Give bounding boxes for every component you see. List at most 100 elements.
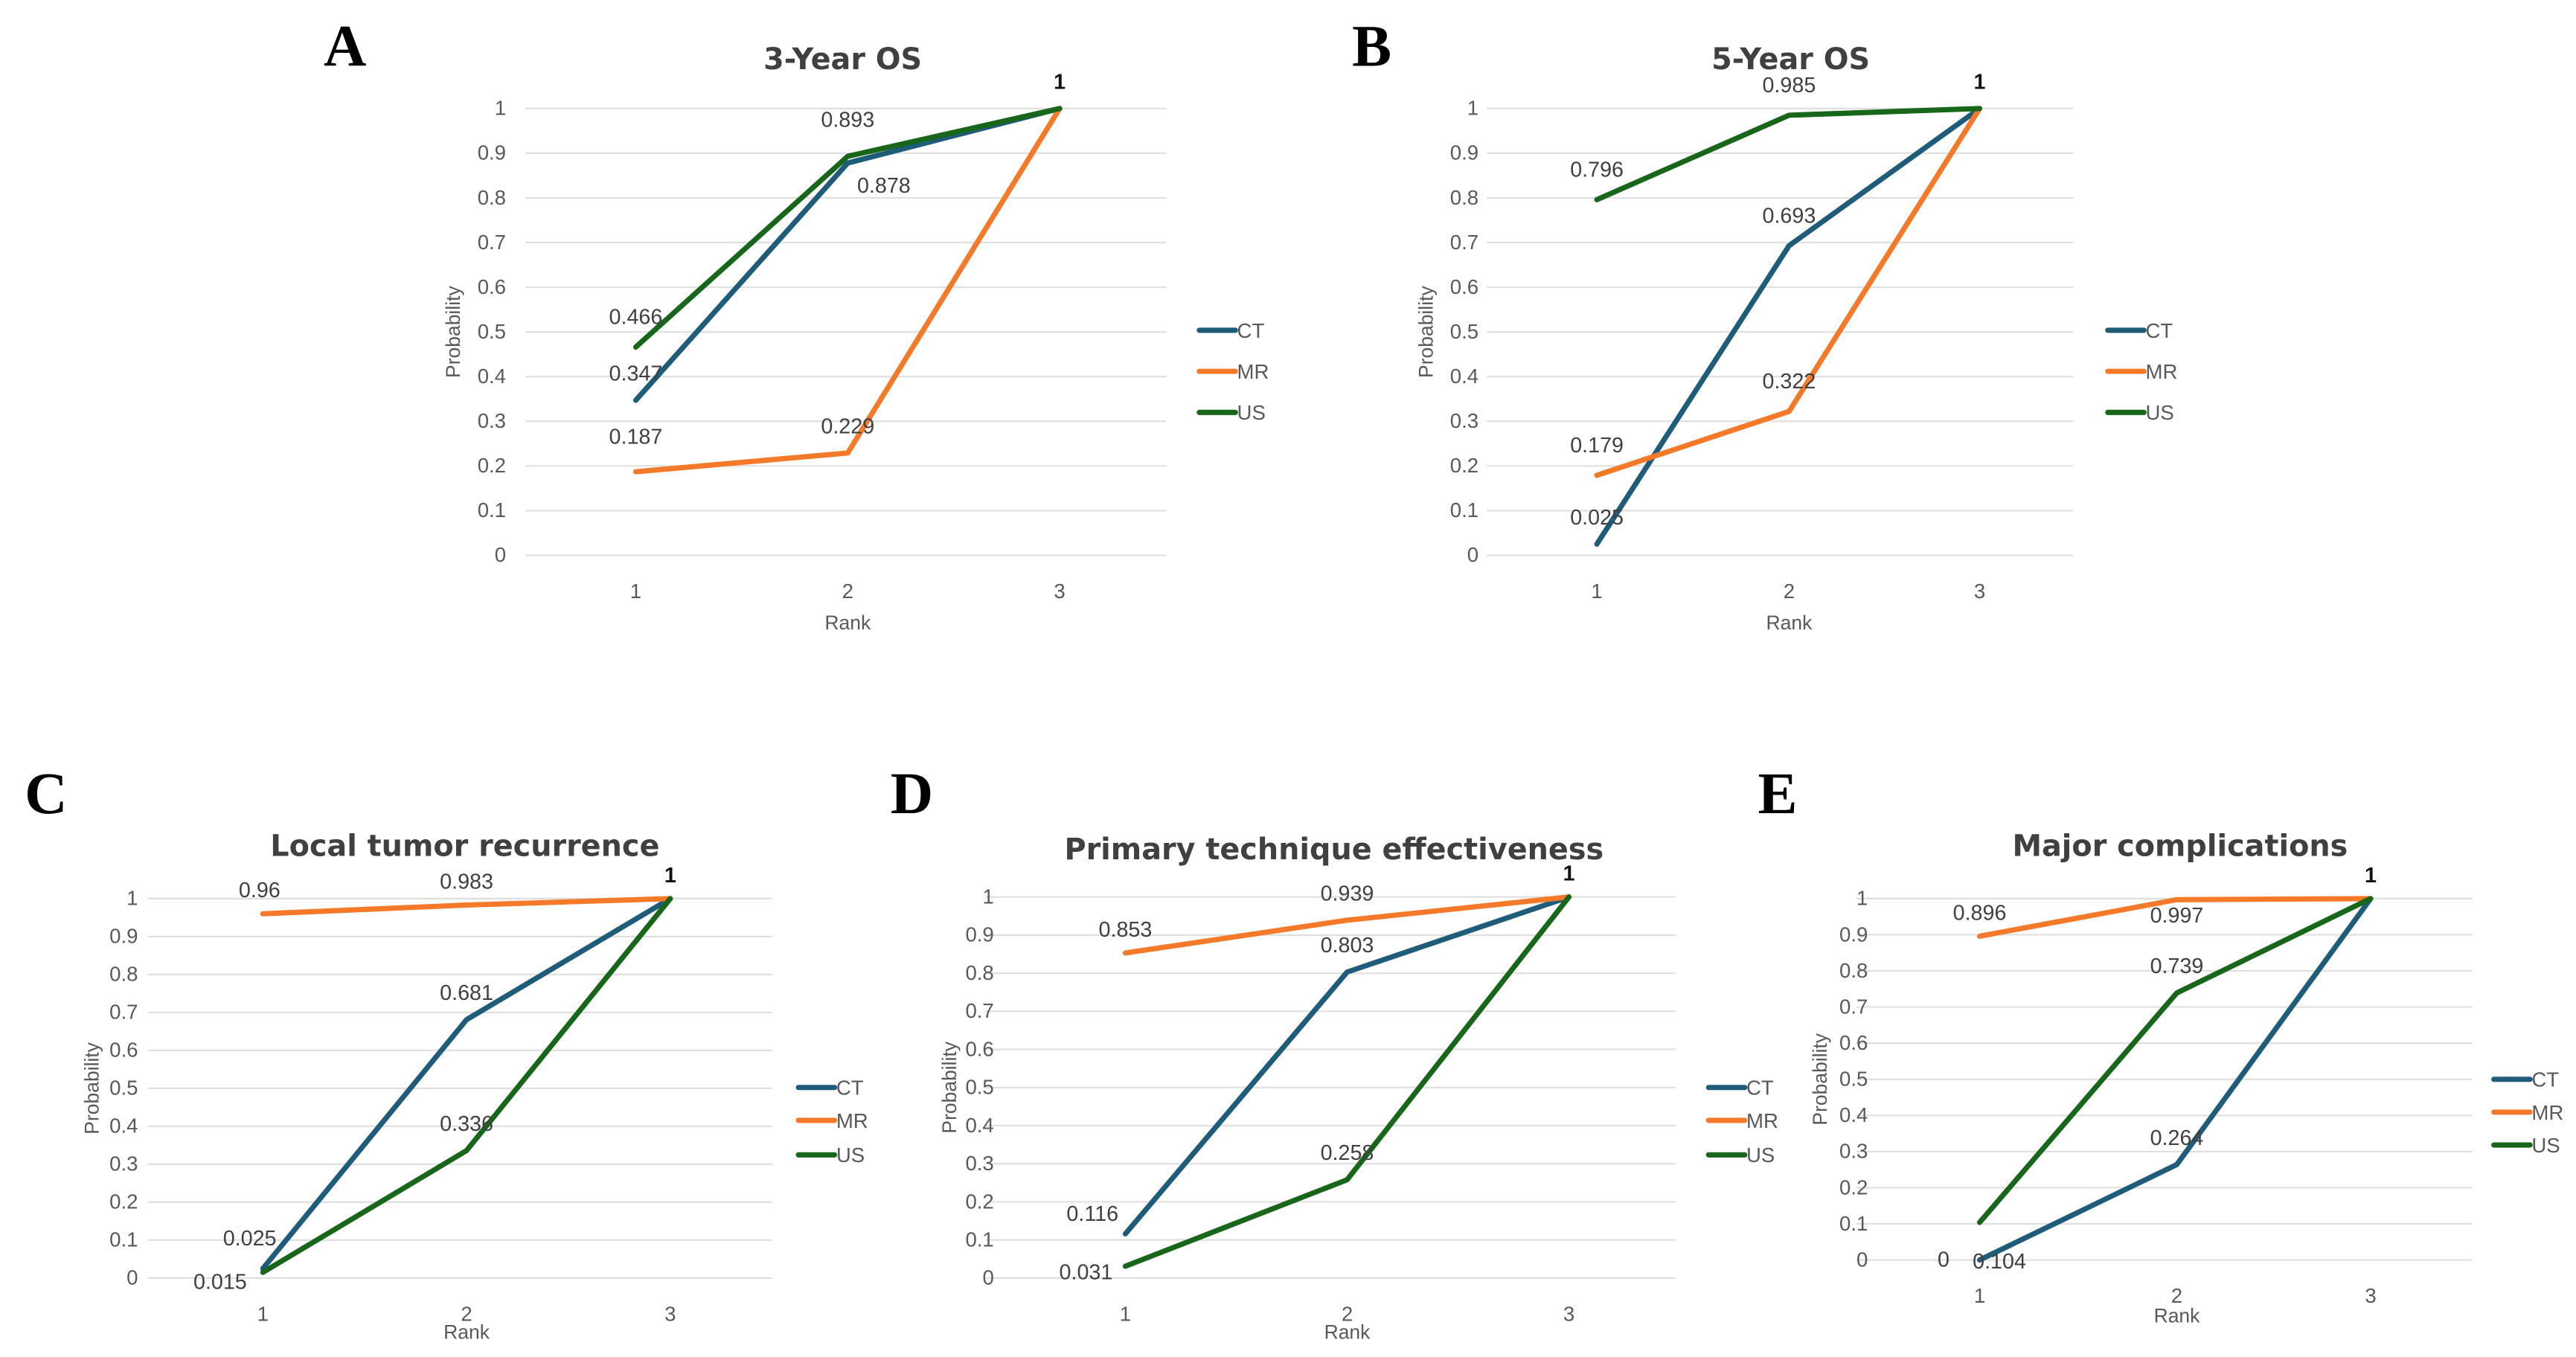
- y-tick-label: 0.3: [965, 1152, 993, 1175]
- y-tick-label: 0.1: [1839, 1212, 1868, 1235]
- data-label-ct: 0.693: [1763, 204, 1816, 228]
- x-tick-label: 3: [1563, 1302, 1574, 1325]
- data-label-mr: 0.96: [239, 879, 281, 902]
- y-tick-label: 0.8: [965, 961, 993, 984]
- chart-title: Major complications: [2012, 829, 2348, 863]
- y-tick-label: 0.1: [478, 498, 506, 522]
- y-tick-label: 1: [126, 887, 138, 910]
- data-label-us: 0.985: [1763, 74, 1816, 97]
- y-tick-label: 1: [982, 885, 993, 908]
- y-tick-label: 0.3: [1839, 1140, 1868, 1163]
- series-line-mr: [1976, 896, 2374, 939]
- data-label-us: 0.739: [2150, 955, 2204, 978]
- data-label-ct: 0.681: [440, 981, 493, 1005]
- data-label-mr: 0.853: [1099, 918, 1153, 942]
- data-label-us: 0.796: [1570, 158, 1624, 182]
- panel-letter: B: [1352, 13, 1391, 79]
- legend-item-us: US: [1705, 1143, 1775, 1167]
- data-label-us: 0.893: [821, 108, 874, 132]
- y-tick-label: 0.4: [478, 365, 506, 388]
- series-line-ct: [1122, 894, 1572, 1236]
- legend-label: MR: [1237, 360, 1269, 383]
- chart-panel-b: B 5-Year OS 0 0.1 0.2 0.3 0.4 0.5 0.6 0.7 0.8 0.9 1 1…: [1352, 13, 2177, 633]
- y-tick-label: 0.9: [478, 141, 506, 164]
- data-label-ct: 0.025: [1570, 506, 1624, 530]
- data-label-mr: 1: [2365, 864, 2377, 888]
- legend-item-mr: MR: [2491, 1101, 2563, 1124]
- data-label-mr: 0.322: [1763, 370, 1816, 394]
- panel-letter: A: [324, 13, 366, 79]
- y-tick-label: 0.9: [1450, 141, 1478, 164]
- y-tick-label: 0.7: [965, 999, 993, 1022]
- chart-panel-c: C Local tumor recurrence 0 0.1 0.2 0.3 0.4 0.5 0…: [25, 761, 868, 1344]
- y-tick-label: 0.7: [1450, 231, 1478, 254]
- data-label-us: 0.258: [1321, 1141, 1374, 1165]
- legend-item-mr: MR: [795, 1109, 868, 1132]
- y-tick-label: 0.4: [1839, 1103, 1868, 1126]
- series-line-us: [632, 106, 1063, 350]
- legend-label: CT: [836, 1077, 864, 1100]
- legend-label: US: [836, 1143, 865, 1167]
- y-tick-label: 1: [495, 97, 506, 120]
- series-line-us: [1594, 106, 1983, 202]
- x-tick-label: 1: [257, 1302, 269, 1325]
- data-label-ct: 0: [1938, 1248, 1949, 1271]
- series-line-ct: [260, 896, 673, 1271]
- y-tick-label: 0.2: [478, 454, 506, 477]
- legend-item-us: US: [795, 1143, 865, 1167]
- y-tick-label: 0.2: [109, 1190, 138, 1213]
- x-tick-label: 3: [2365, 1284, 2376, 1307]
- data-label-mr: 0.187: [609, 426, 663, 449]
- y-tick-label: 0.5: [109, 1077, 138, 1100]
- y-tick-label: 0: [1467, 543, 1478, 566]
- y-axis-label: Probability: [442, 286, 464, 378]
- y-tick-label: 0: [495, 543, 506, 566]
- chart-title: 5-Year OS: [1711, 42, 1870, 77]
- y-tick-label: 0.8: [478, 186, 506, 209]
- data-label-us: 0.031: [1060, 1261, 1113, 1285]
- y-tick-label: 0.1: [1450, 498, 1478, 522]
- legend-item-mr: MR: [2105, 360, 2178, 383]
- series-line-ct: [1594, 106, 1983, 547]
- legend-item-mr: MR: [1196, 360, 1269, 383]
- y-tick-label: 0.4: [965, 1114, 993, 1137]
- legend-label: MR: [2146, 360, 2178, 383]
- y-tick-label: 0.8: [1839, 959, 1868, 982]
- chart-panel-e: E Major complications 0 0.1 0.2 0.3 0.4 0.5 0.6 0…: [1758, 761, 2563, 1326]
- y-tick-label: 0.1: [109, 1228, 138, 1251]
- y-tick-label: 0.5: [478, 320, 506, 343]
- x-tick-label: 2: [1342, 1302, 1353, 1325]
- chart-panel-a: A 3-Year OS 0 0.1 0.2 0.3 0.4 0.5 0.6 0.7 0.8 0.9 1 1…: [324, 13, 1269, 633]
- data-label-mr: 0.997: [2150, 904, 2204, 928]
- data-label-us: 0.015: [193, 1270, 247, 1294]
- y-tick-label: 1: [1856, 887, 1868, 910]
- legend-label: MR: [2531, 1101, 2563, 1124]
- chart-title: Local tumor recurrence: [270, 829, 659, 863]
- legend-label: MR: [836, 1109, 868, 1132]
- y-tick-label: 0.9: [109, 925, 138, 948]
- legend-item-us: US: [2491, 1134, 2560, 1157]
- x-tick-label: 2: [1784, 580, 1795, 603]
- y-tick-label: 0.3: [1450, 409, 1478, 432]
- x-axis-label: Rank: [824, 612, 871, 634]
- legend-item-ct: CT: [2105, 319, 2173, 342]
- y-tick-label: 0: [126, 1266, 138, 1289]
- y-tick-label: 0.2: [965, 1190, 993, 1213]
- chart-title: 3-Year OS: [763, 42, 922, 77]
- data-label-us: 1: [1974, 70, 1986, 94]
- y-tick-label: 0: [1856, 1248, 1868, 1271]
- data-label-ct: 0.025: [223, 1227, 277, 1251]
- x-tick-label: 2: [461, 1302, 472, 1325]
- legend-label: US: [2531, 1134, 2560, 1157]
- y-tick-label: 0.2: [1839, 1175, 1868, 1199]
- data-label-us: 0.104: [1973, 1250, 2026, 1274]
- series-line-mr: [1122, 894, 1572, 956]
- legend-item-us: US: [1196, 401, 1266, 424]
- series-line-mr: [632, 106, 1063, 475]
- series-line-ct: [1976, 896, 2374, 1263]
- y-tick-label: 0: [982, 1266, 993, 1289]
- legend-label: US: [2146, 401, 2174, 424]
- y-tick-label: 0.8: [109, 963, 138, 986]
- y-tick-label: 0.6: [1839, 1031, 1868, 1054]
